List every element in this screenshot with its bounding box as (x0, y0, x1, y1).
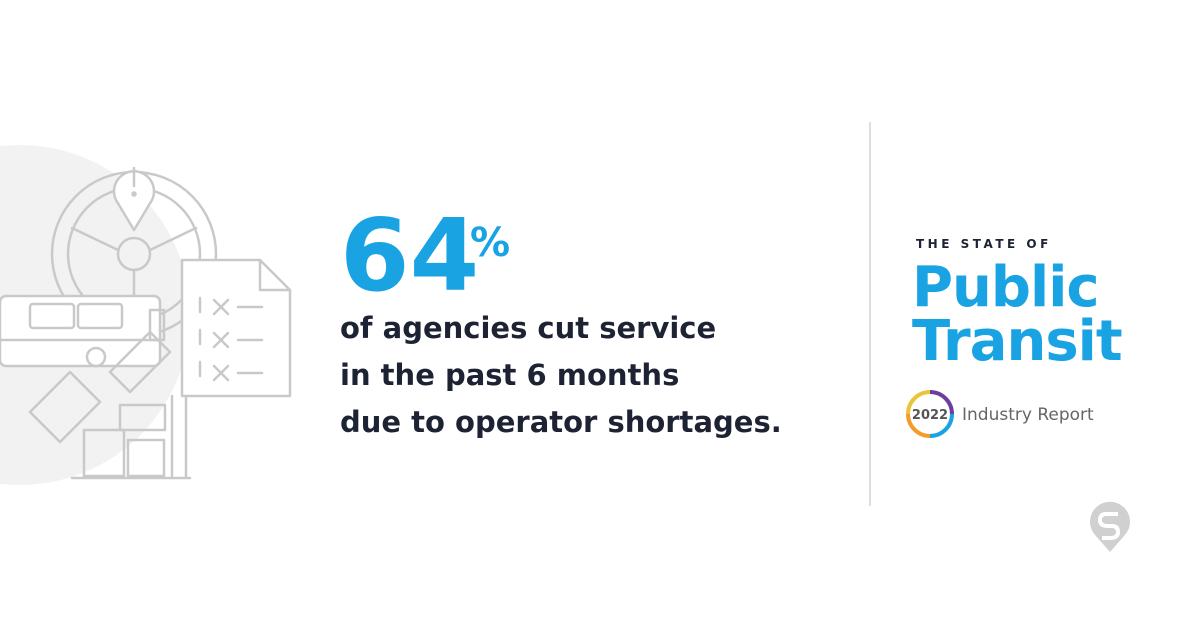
stat-line: in the past 6 months (340, 358, 679, 392)
report-kicker: THE STATE OF (916, 237, 1052, 251)
stat-line: of agencies cut service (340, 311, 716, 345)
report-title: Transit (912, 309, 1122, 374)
transit-illustration (0, 166, 292, 480)
year-ring (906, 390, 954, 438)
report-year: 2022 (912, 408, 948, 423)
brand-logo (1090, 501, 1130, 552)
report-subtitle: Industry Report (962, 405, 1094, 425)
stat-unit: % (470, 220, 510, 266)
stat-line: due to operator shortages. (340, 405, 782, 439)
stat-value: 64 (340, 197, 479, 314)
report-title: Public (912, 255, 1099, 320)
